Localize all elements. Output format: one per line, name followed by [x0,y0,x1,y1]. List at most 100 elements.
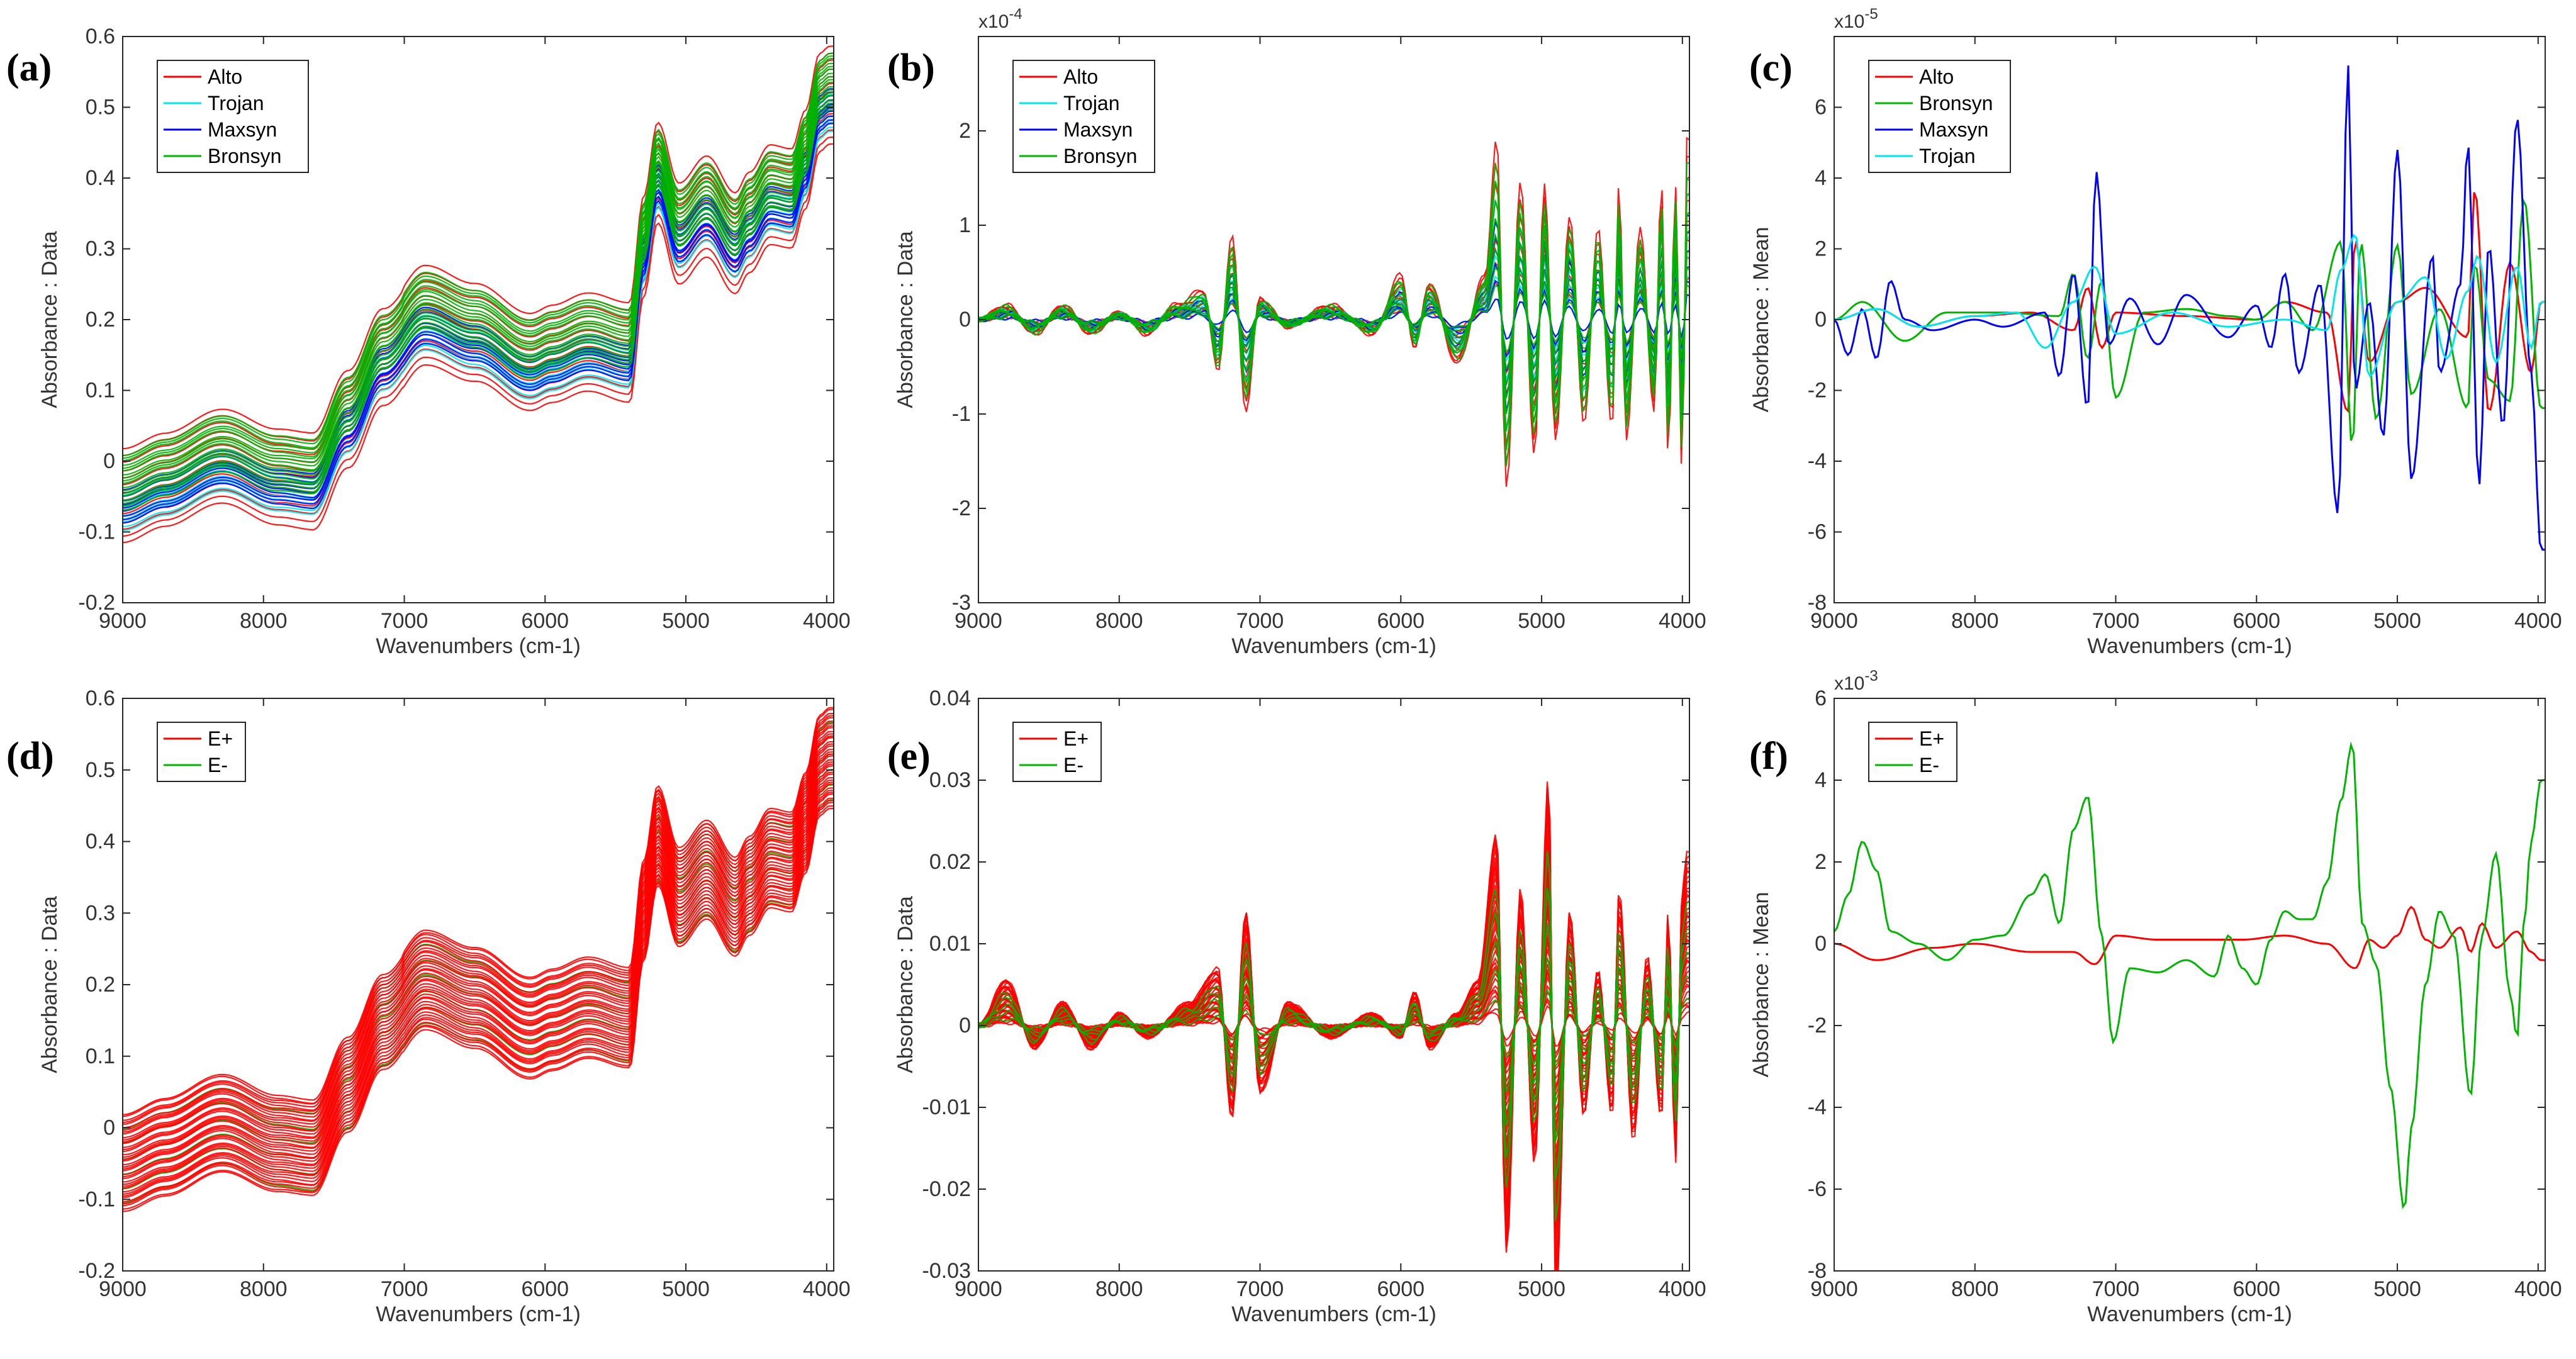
legend-entry: Trojan [1063,92,1120,115]
x-axis-label: Wavenumbers (cm-1) [1231,1302,1436,1326]
y-tick-label: 0.2 [86,308,115,332]
legend-box [1012,722,1102,782]
legend-box [157,722,246,782]
series-line-bronsyn-4 [123,94,834,497]
x-tick-label: 4000 [2514,1277,2562,1301]
legend-entry: Bronsyn [208,145,281,167]
y-tick-label: -0.1 [78,520,115,544]
y-tick-label: 6 [1815,96,1827,120]
plot-area [978,698,1689,1271]
x-axis-label: Wavenumbers (cm-1) [376,1302,581,1326]
y-tick-label: 2 [1815,237,1827,261]
x-tick-label: 4000 [2514,609,2562,633]
series-line-bronsyn-0 [978,284,1689,354]
x-tick-label: 7000 [2092,1277,2140,1301]
series-line-e-35 [123,717,834,1126]
series-line-bronsyn-10 [123,76,834,479]
panel-letter-b: (b) [887,47,935,89]
x-tick-label: 7000 [1236,609,1284,633]
series-group [1834,741,2545,1209]
x-tick-label: 8000 [240,1277,288,1301]
y-tick-label: 4 [1815,166,1827,190]
y-tick-label: -4 [1808,1095,1827,1119]
x-tick-label: 9000 [99,609,147,633]
series-line-bronsyn [1834,197,2545,441]
y-tick-label: -0.02 [922,1177,972,1201]
series-line-trojan-0 [123,130,834,531]
y-tick-label: -8 [1808,1259,1827,1283]
series-line-alto-4 [123,113,834,515]
series-group [1834,65,2545,551]
plot-area [1834,698,2545,1271]
series-line-e-18 [123,761,834,1168]
legend-entry: Maxsyn [208,118,277,141]
series-line-e-3 [123,800,834,1205]
series-line-e-1 [978,958,1689,1104]
y-tick-label: -6 [1808,520,1827,544]
legend: E+ E- [157,722,246,782]
series-line-e-39 [123,707,834,1116]
series-line-bronsyn-2 [123,102,834,505]
y-axis-label: Absorbance : Data [893,896,917,1073]
series-line-bronsyn-6 [123,89,834,491]
x-tick-label: 9000 [955,1277,1002,1301]
y-tick-label: -6 [1808,1177,1827,1201]
panel-letter-c: (c) [1749,47,1793,89]
legend-box [1868,722,1957,782]
x-tick-label: 4000 [1659,1277,1706,1301]
y-tick-label: 0.3 [86,237,115,261]
legend-entry: E- [1063,754,1084,776]
series-line-e-33 [123,723,834,1131]
y-tick-label: 0.5 [86,96,115,120]
series-line-bronsyn-17 [123,52,834,457]
x-tick-label: 5000 [662,609,710,633]
legend-entry: Maxsyn [1063,118,1133,141]
series-line-bronsyn-12 [123,68,834,472]
panel-letter-a: (a) [6,47,52,89]
chart-panel-d: 9000 8000 7000 6000 5000 4000 -0.2 -0.1 0 0.1 0.2 0… [38,686,851,1326]
x-tick-label: 5000 [1518,609,1565,633]
series-line-e-10 [123,781,834,1187]
y-tick-label: 0.4 [86,166,115,190]
panel-letter-d: (d) [6,735,54,778]
series-line-bronsyn-1 [123,105,834,507]
legend-entry: E+ [208,727,233,750]
y-tick-label: 2 [959,119,971,143]
x-axis-label: Wavenumbers (cm-1) [2087,634,2292,658]
series-line-e-28 [123,735,834,1143]
y-tick-label: 0 [103,1116,115,1140]
series-line-bronsyn-15 [123,57,834,462]
y-axis-label: Absorbance : Data [38,231,62,408]
series-line-e-11 [123,780,834,1185]
chart-panel-c: 9000 8000 7000 6000 5000 4000 -8 -6 -4 -2 0 2 4 6 x10-… [1749,6,2562,658]
series-group [123,45,834,544]
x-axis-label: Wavenumbers (cm-1) [1231,634,1436,658]
y-tick-label: 0.01 [929,932,971,956]
x-tick-label: 4000 [803,609,851,633]
y-tick-label: 0 [1815,932,1827,956]
series-line-e-9 [123,783,834,1189]
series-line-e-31 [123,727,834,1135]
x-tick-label: 4000 [1659,609,1706,633]
series-line-maxsyn-1 [123,119,834,521]
x-tick-label: 6000 [2232,609,2280,633]
x-tick-label: 8000 [240,609,288,633]
legend-entry: Alto [208,65,242,88]
y-tick-label: 0.03 [929,768,971,792]
legend-box [1012,60,1155,173]
series-line-maxsyn-0 [123,123,834,524]
series-line-e-27 [123,737,834,1144]
y-tick-label: -2 [952,496,971,520]
series-group [978,781,1689,1271]
legend-box [157,60,309,173]
series-line-bronsyn-8 [123,81,834,484]
x-axis-label: Wavenumbers (cm-1) [376,634,581,658]
y-tick-label: 0.3 [86,901,115,925]
y-tick-label: 0.4 [86,830,115,854]
y-tick-label: -2 [1808,1014,1827,1037]
legend: Alto Bronsyn Maxsyn Trojan [1868,60,2011,173]
legend-entry: Maxsyn [1919,118,1988,141]
series-line-e-14 [123,771,834,1178]
y-tick-label: 0 [1815,308,1827,332]
